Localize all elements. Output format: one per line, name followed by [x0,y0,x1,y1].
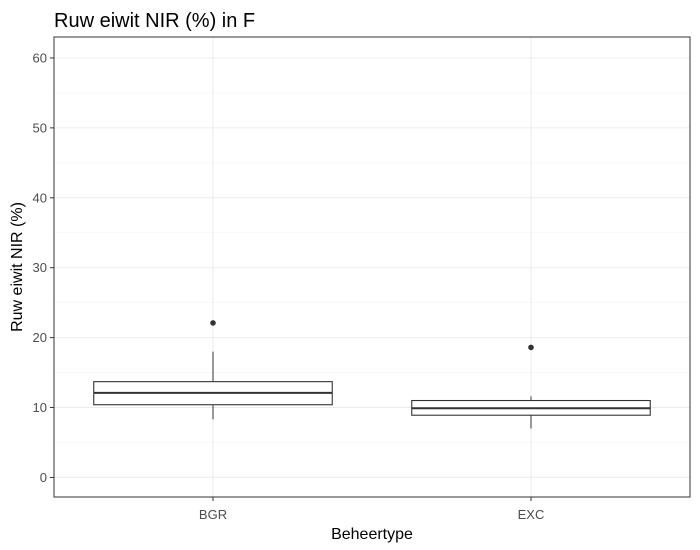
y-tick-label: 50 [33,120,47,135]
y-tick-label: 10 [33,400,47,415]
x-axis-title: Beheertype [331,526,413,543]
x-axis: BGR EXC [199,497,544,522]
outlier-point [210,320,216,326]
boxes [93,320,651,429]
minor-gridlines [54,92,690,443]
y-tick-label: 20 [33,330,47,345]
x-tick-label: EXC [518,507,545,522]
x-tick-label: BGR [199,507,227,522]
major-gridlines [54,37,690,497]
y-axis-title: Ruw eiwit NIR (%) [9,202,26,332]
y-tick-label: 40 [33,190,47,205]
y-tick-label: 30 [33,260,47,275]
outlier-point [528,344,534,351]
panel-border [53,36,691,498]
chart-title: Ruw eiwit NIR (%) in F [54,10,255,32]
y-tick-label: 0 [40,470,47,485]
y-axis: 0 10 20 30 40 50 60 [33,50,54,485]
y-tick-label: 60 [33,50,47,65]
